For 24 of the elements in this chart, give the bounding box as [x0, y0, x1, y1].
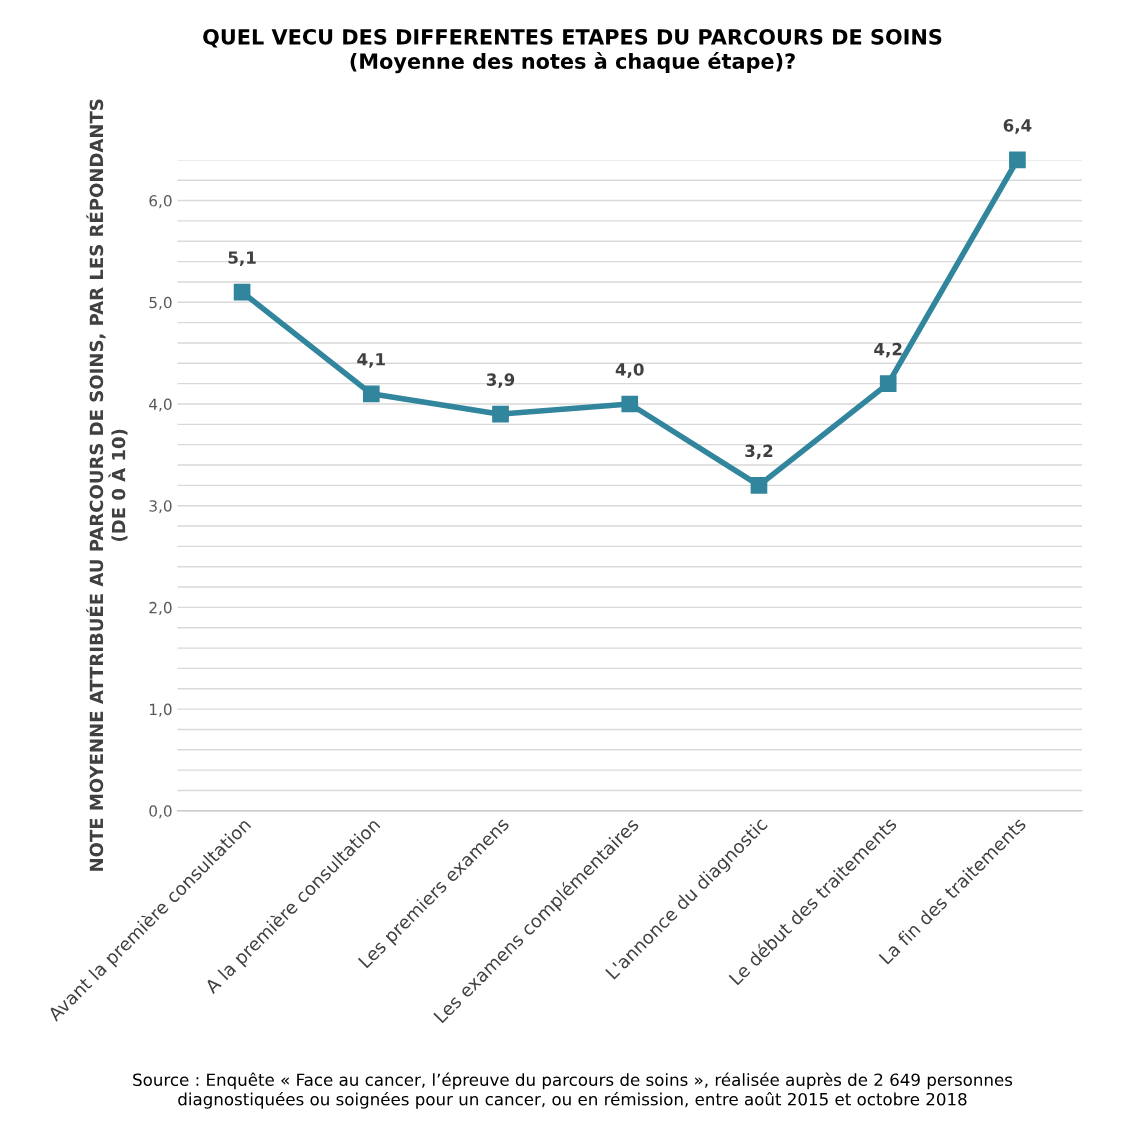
data-label: 4,1 — [357, 353, 385, 368]
point — [1009, 151, 1026, 169]
point — [621, 395, 639, 413]
y-tick-label: 6,0 — [149, 195, 172, 209]
data-label: 4,0 — [615, 363, 644, 378]
data-label: 6,4 — [1003, 119, 1032, 134]
source-note: Source : Enquête « Face au cancer, l’épreuve du parcours de soins », réalisée auprès de 2 649 personnes diagnostiquées ou soignées pour un cancer, ou en rémission, entre août 2015 et octobre 2018 — [133, 1072, 1013, 1109]
point — [750, 477, 768, 494]
y-tick-label: 4,0 — [149, 398, 172, 412]
y-tick-label: 0,0 — [149, 805, 172, 819]
point — [233, 283, 251, 301]
y-tick-label: 5,0 — [149, 296, 172, 310]
point — [362, 385, 380, 403]
y-tick-label: 1,0 — [150, 703, 172, 717]
y-axis-title: NOTE MOYENNE ATTRIBUÉE AU PARCOURS DE SOINS, PAR LES RÉPONDANTS (DE 0 À 10) — [86, 99, 128, 871]
point — [879, 375, 897, 392]
chart-title: QUEL VECU DES DIFFERENTES ETAPES DU PARCOURS DE SOINS (Moyenne des notes à chaque étape)? — [203, 28, 942, 74]
y-tick-label: 3,0 — [149, 500, 172, 514]
point — [492, 405, 509, 423]
data-label: 3,2 — [745, 444, 773, 460]
data-label: 5,1 — [228, 251, 256, 266]
data-label: 4,2 — [874, 342, 902, 358]
y-tick-label: 2,0 — [149, 601, 172, 615]
data-label: 3,9 — [486, 373, 515, 389]
